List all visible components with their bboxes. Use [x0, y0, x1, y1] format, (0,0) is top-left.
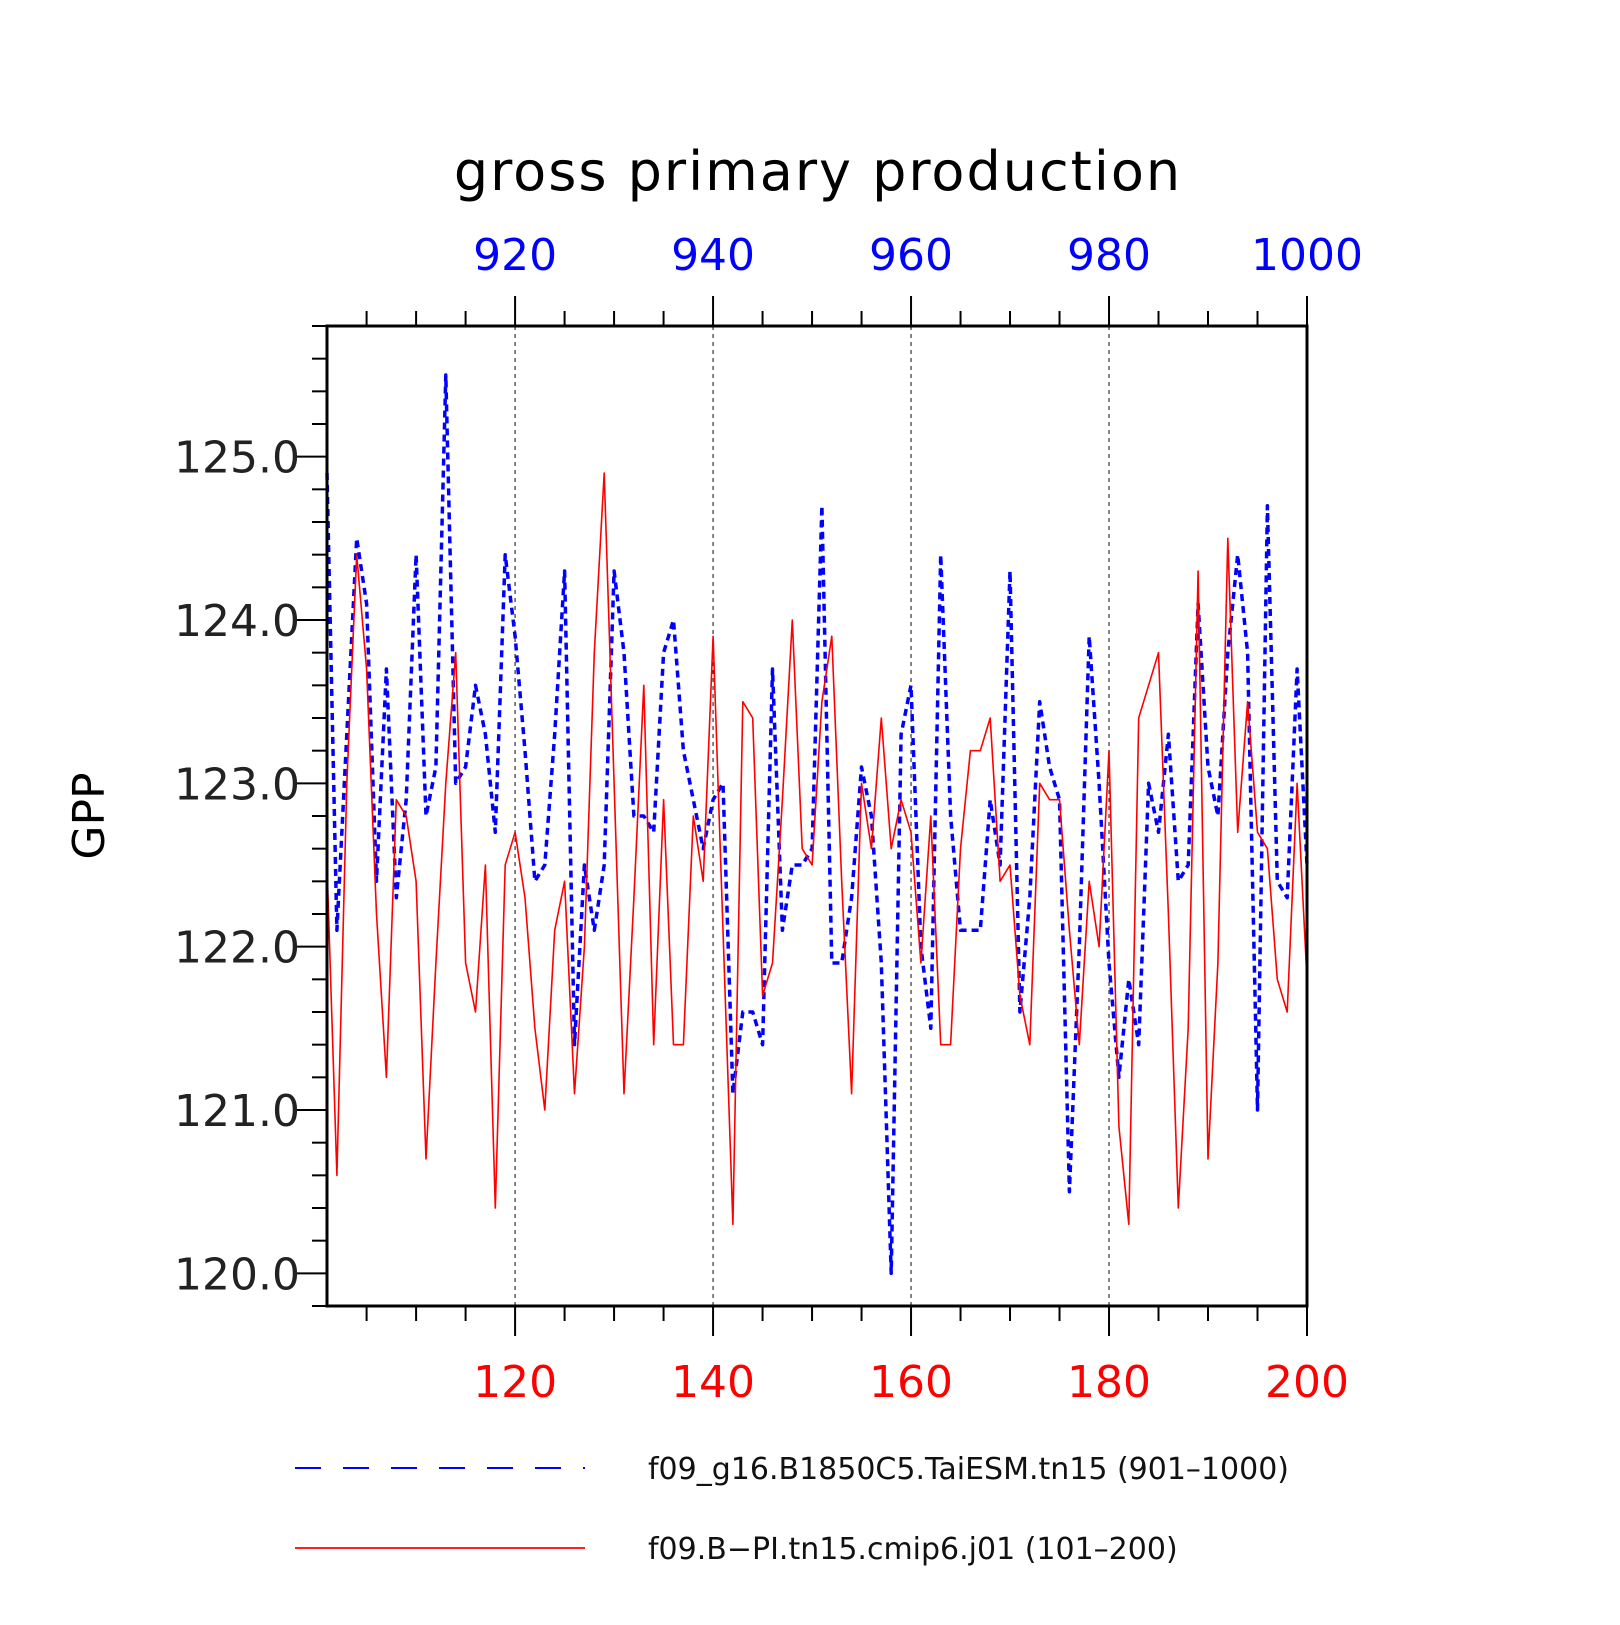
- x2-tick-label: 920: [473, 230, 557, 281]
- tick-labels: 120.0 121.0 122.0 123.0 124.0 125.0 120 140 160 1…: [174, 230, 1363, 1408]
- y-tick-label: 122.0: [174, 923, 300, 974]
- plot-frame: [325, 324, 1309, 1308]
- series-line-2: [326, 472, 1308, 1226]
- x-tick-label: 200: [1265, 1357, 1349, 1408]
- y-tick-label: 125.0: [174, 433, 300, 484]
- x2-tick-label: 980: [1067, 230, 1151, 281]
- x2-tick-label: 940: [671, 230, 755, 281]
- x2-tick-label: 960: [869, 230, 953, 281]
- x-tick-label: 120: [473, 1357, 557, 1408]
- legend-label-2: f09.B−PI.tn15.cmip6.j01 (101–200): [648, 1532, 1178, 1567]
- x-tick-label: 140: [671, 1357, 755, 1408]
- y-tick-label: 123.0: [174, 759, 300, 810]
- x2-tick-label: 1000: [1251, 230, 1363, 281]
- series-lines: [325, 373, 1309, 1276]
- y-tick-label: 121.0: [174, 1086, 300, 1137]
- y-axis-label: GPP: [64, 772, 115, 859]
- x-tick-label: 160: [869, 1357, 953, 1408]
- series-line-1: [325, 373, 1309, 1276]
- y-tick-label: 124.0: [174, 596, 300, 647]
- legend-label-1: f09_g16.B1850C5.TaiESM.tn15 (901–1000): [648, 1452, 1289, 1487]
- axis-ticks: [297, 296, 1308, 1336]
- y-tick-label: 120.0: [174, 1249, 300, 1300]
- x-tick-label: 180: [1067, 1357, 1151, 1408]
- chart-title: gross primary production: [454, 140, 1182, 203]
- grid-lines: [514, 326, 1110, 1306]
- legend: f09_g16.B1850C5.TaiESM.tn15 (901–1000) f0…: [295, 1452, 1289, 1567]
